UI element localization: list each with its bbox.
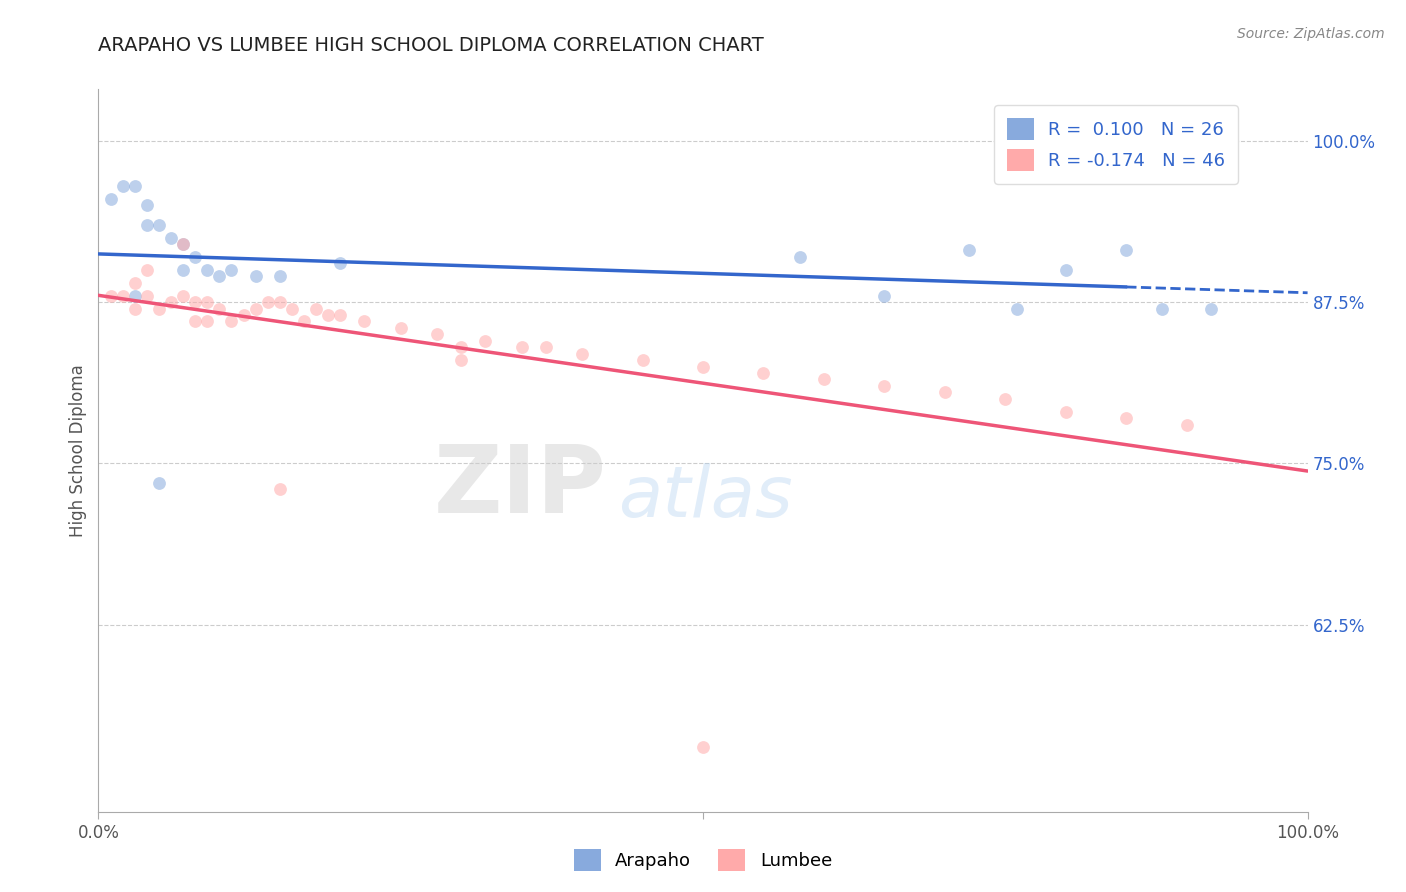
Point (1199, 301, 1222, 316)
Point (221, 262, 243, 277)
Point (353, 314, 375, 328)
Point (148, 218, 170, 232)
Point (124, 288, 146, 302)
Point (269, 269, 291, 284)
Y-axis label: High School Diploma: High School Diploma (69, 364, 87, 537)
Point (1115, 411, 1137, 425)
Point (813, 372, 835, 386)
Point (172, 237, 194, 252)
Point (510, 340, 533, 354)
Text: atlas: atlas (619, 463, 793, 532)
Point (692, 359, 714, 374)
Point (148, 475, 170, 490)
Point (450, 353, 472, 368)
Point (172, 288, 194, 302)
Point (281, 301, 304, 316)
Point (571, 347, 593, 361)
Point (135, 198, 157, 212)
Point (111, 288, 134, 302)
Point (692, 740, 714, 755)
Point (631, 353, 654, 368)
Legend: Arapaho, Lumbee: Arapaho, Lumbee (567, 842, 839, 879)
Point (256, 295, 278, 310)
Point (184, 295, 207, 310)
Point (329, 308, 352, 322)
Text: ZIP: ZIP (433, 441, 606, 533)
Point (292, 314, 315, 328)
Point (994, 392, 1017, 406)
Point (208, 301, 231, 316)
Point (1007, 301, 1029, 316)
Point (534, 340, 557, 354)
Point (148, 301, 170, 316)
Point (873, 379, 896, 393)
Point (124, 301, 146, 316)
Point (124, 276, 146, 290)
Text: Source: ZipAtlas.com: Source: ZipAtlas.com (1237, 27, 1385, 41)
Point (184, 250, 207, 264)
Point (221, 314, 243, 328)
Point (389, 321, 412, 335)
Point (124, 178, 146, 193)
Point (305, 301, 328, 316)
Point (269, 295, 291, 310)
Point (316, 308, 339, 322)
Text: ARAPAHO VS LUMBEE HIGH SCHOOL DIPLOMA CORRELATION CHART: ARAPAHO VS LUMBEE HIGH SCHOOL DIPLOMA CO… (98, 36, 765, 54)
Point (873, 288, 896, 302)
Point (329, 256, 352, 270)
Point (789, 250, 811, 264)
Point (160, 295, 183, 310)
Point (135, 218, 157, 232)
Point (135, 288, 157, 302)
Point (1054, 405, 1077, 419)
Point (184, 314, 207, 328)
Point (474, 334, 496, 348)
Point (100, 192, 122, 206)
Point (1152, 301, 1174, 316)
Point (1054, 262, 1077, 277)
Point (172, 237, 194, 252)
Point (957, 244, 980, 258)
Point (195, 295, 218, 310)
Point (172, 262, 194, 277)
Point (195, 262, 218, 277)
Point (426, 327, 449, 342)
Point (111, 178, 134, 193)
Point (232, 308, 254, 322)
Point (934, 385, 956, 400)
Point (160, 230, 183, 244)
Legend: R =  0.100   N = 26, R = -0.174   N = 46: R = 0.100 N = 26, R = -0.174 N = 46 (994, 105, 1239, 184)
Point (1175, 417, 1198, 432)
Point (269, 482, 291, 496)
Point (1115, 244, 1137, 258)
Point (245, 301, 267, 316)
Point (100, 288, 122, 302)
Point (208, 269, 231, 284)
Point (245, 269, 267, 284)
Point (752, 366, 775, 380)
Point (450, 340, 472, 354)
Point (135, 262, 157, 277)
Point (195, 314, 218, 328)
